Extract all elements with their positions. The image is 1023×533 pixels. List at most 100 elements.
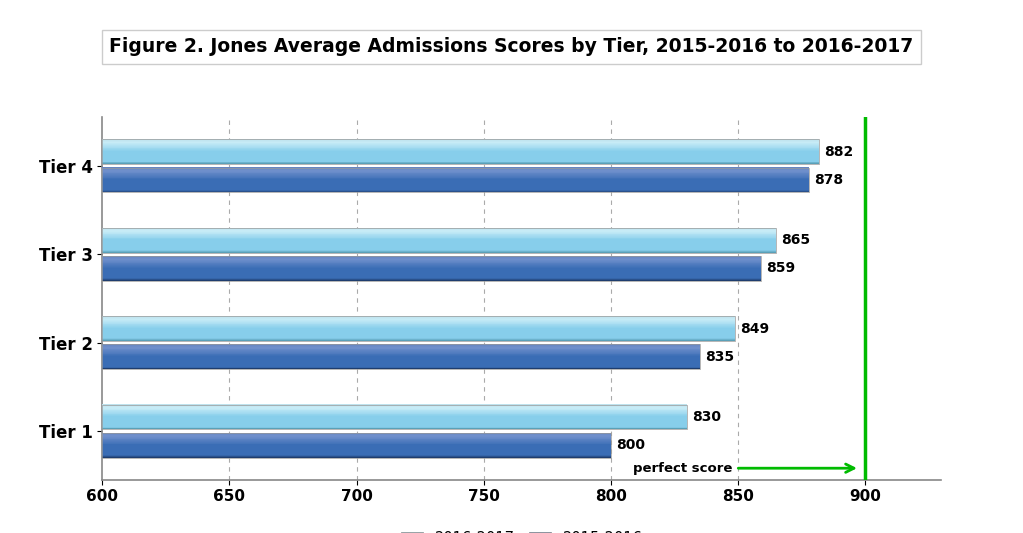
Bar (102, 276, 761, 277)
Text: 878: 878 (814, 173, 843, 187)
Bar (102, 176, 809, 177)
Bar (102, 175, 809, 176)
Bar (102, 185, 809, 186)
Bar (102, 154, 819, 155)
Bar (102, 181, 809, 182)
Bar (102, 440, 611, 441)
Bar (102, 414, 687, 415)
Bar (102, 457, 611, 458)
Bar (102, 243, 775, 244)
Bar (102, 260, 761, 261)
Bar (102, 329, 736, 330)
Bar (102, 262, 761, 263)
Bar (102, 271, 761, 272)
Bar (102, 332, 736, 333)
Bar (102, 245, 775, 246)
Bar (102, 239, 775, 240)
Bar (102, 450, 611, 451)
Bar (102, 328, 736, 329)
Bar (102, 266, 761, 268)
Bar (102, 351, 700, 352)
Bar (102, 241, 775, 243)
Bar (102, 158, 819, 159)
Bar (102, 161, 819, 163)
Bar (102, 187, 809, 188)
Bar (102, 256, 761, 257)
Bar (102, 337, 736, 338)
Bar (102, 157, 819, 158)
Bar (102, 434, 611, 435)
Bar (102, 355, 700, 356)
Bar (102, 251, 775, 252)
Bar (102, 333, 736, 334)
Bar (102, 359, 700, 360)
Bar (102, 191, 809, 192)
Bar (102, 321, 736, 322)
Bar (102, 451, 611, 453)
Bar (102, 159, 819, 160)
Bar (102, 447, 611, 448)
Bar (102, 344, 700, 369)
Bar (102, 453, 611, 454)
Bar (102, 437, 611, 438)
Bar (102, 269, 761, 270)
Bar (102, 327, 736, 328)
Bar (102, 235, 775, 236)
Bar (102, 427, 687, 429)
Bar (102, 142, 819, 143)
Bar (102, 231, 775, 232)
Bar (102, 361, 700, 362)
Bar (102, 358, 700, 359)
Bar (102, 148, 819, 149)
Bar (102, 340, 736, 341)
Bar (102, 346, 700, 347)
Bar (102, 280, 761, 281)
Bar (102, 448, 611, 449)
Bar (102, 190, 809, 191)
Bar (102, 417, 687, 418)
Bar (102, 361, 700, 362)
Bar (102, 406, 687, 407)
Bar (102, 183, 809, 184)
Bar (102, 188, 809, 189)
Bar (102, 259, 761, 260)
Bar (102, 277, 761, 278)
Bar (102, 163, 819, 164)
Bar (102, 317, 736, 318)
Bar (102, 415, 687, 416)
Bar (102, 279, 761, 280)
Bar (102, 405, 687, 406)
Text: 800: 800 (616, 438, 644, 452)
Bar (102, 230, 775, 231)
Bar (102, 326, 736, 327)
Bar (102, 416, 687, 417)
Text: 849: 849 (741, 321, 769, 336)
Bar (102, 348, 700, 349)
Bar (102, 261, 761, 262)
Bar (102, 250, 775, 251)
Bar (102, 444, 611, 445)
Bar (102, 151, 819, 152)
Bar (102, 421, 687, 422)
Bar (102, 322, 736, 323)
Bar (102, 414, 687, 415)
Bar (102, 353, 700, 354)
Bar (102, 238, 775, 239)
Bar (102, 244, 775, 245)
Bar (102, 277, 761, 278)
Text: 859: 859 (766, 261, 795, 276)
Bar (102, 449, 611, 450)
Bar (102, 445, 611, 446)
Bar (102, 141, 819, 142)
Bar (102, 273, 761, 274)
Bar (102, 424, 687, 425)
Bar (102, 433, 611, 458)
Bar (102, 169, 809, 170)
Bar (102, 240, 775, 241)
Text: 865: 865 (781, 233, 810, 247)
Bar (102, 456, 611, 457)
Bar (102, 420, 687, 421)
Bar (102, 189, 809, 190)
Bar (102, 139, 819, 164)
Bar (102, 249, 775, 250)
